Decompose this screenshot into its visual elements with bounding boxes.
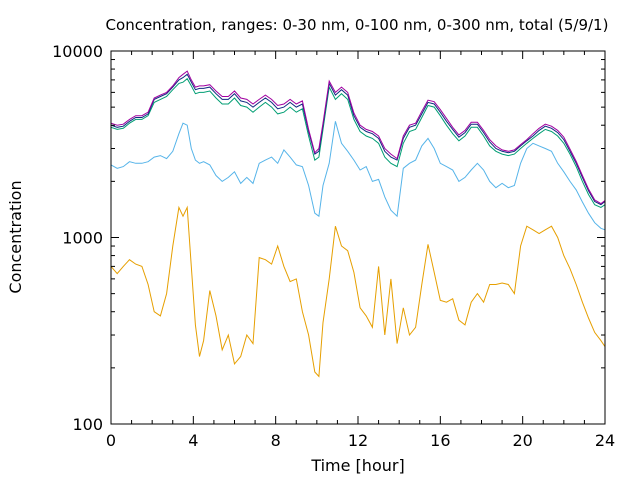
x-tick-label: 12 (348, 431, 368, 450)
series-line-4 (110, 73, 606, 206)
x-tick-label: 8 (271, 431, 281, 450)
series-line-2 (110, 121, 606, 231)
x-tick-label: 4 (188, 431, 198, 450)
chart-title: Concentration, ranges: 0-30 nm, 0-100 nm… (106, 16, 609, 34)
y-tick-label: 10000 (52, 42, 103, 61)
y-axis-label: Concentration (6, 180, 25, 293)
plot-frame (110, 50, 606, 425)
series-line-1 (110, 205, 606, 378)
x-axis: 0 4 8 12 16 20 24 (106, 51, 615, 450)
x-tick-label: 16 (430, 431, 450, 450)
y-tick-label: 1000 (62, 229, 103, 248)
x-tick-label: 20 (512, 431, 532, 450)
series-line-3 (110, 77, 606, 208)
x-axis-label: Time [hour] (310, 456, 404, 475)
x-tick-label: 24 (595, 431, 615, 450)
y-tick-label: 100 (72, 415, 103, 434)
series-layer (110, 70, 606, 378)
x-tick-label: 0 (106, 431, 116, 450)
series-line-5 (110, 70, 606, 205)
y-axis: 100 1000 10000 (52, 42, 605, 434)
